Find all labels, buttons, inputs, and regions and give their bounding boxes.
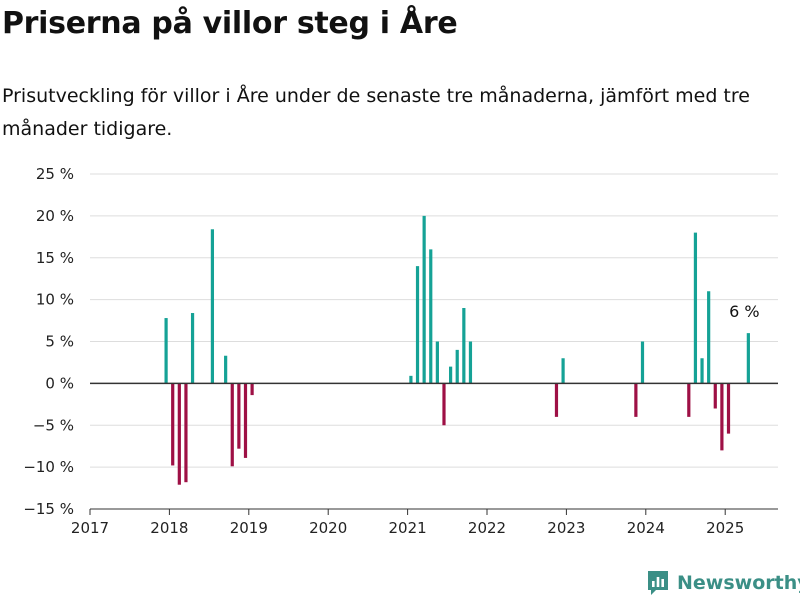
bar: [422, 215, 426, 384]
bar: [713, 383, 717, 409]
bar: [462, 308, 466, 384]
bar: [184, 383, 188, 483]
tick-labels: 25 % 20 % 15 % 10 % 5 % 0 % −5 % −10 % −15 %2017…: [23, 165, 759, 537]
y-tick-label: 15 %: [36, 249, 74, 267]
bar: [707, 291, 711, 384]
bar: [455, 349, 459, 384]
bar: [250, 383, 254, 396]
bar: [190, 313, 195, 384]
bar: [429, 249, 433, 384]
bar: [720, 383, 724, 451]
bar: [693, 232, 698, 384]
bar: [415, 266, 420, 384]
x-tick-label: 2023: [547, 519, 585, 537]
bar: [554, 383, 559, 417]
bar: [442, 383, 446, 426]
bar: [230, 383, 234, 467]
x-tick-label: 2018: [150, 519, 188, 537]
x-tick-label: 2017: [71, 519, 109, 537]
bar: [243, 383, 248, 458]
chart-subtitle: Prisutveckling för villor i Åre under de…: [2, 85, 750, 140]
bar: [726, 383, 731, 434]
y-tick-label: 25 %: [36, 165, 74, 183]
bar: [237, 383, 241, 449]
bar: [224, 355, 228, 384]
x-tick-label: 2021: [389, 519, 427, 537]
bar: [164, 318, 168, 384]
bar: [171, 383, 175, 466]
newsworthy-logo: Newsworthy: [646, 569, 800, 597]
bar: [640, 341, 645, 384]
y-tick-label: 20 %: [36, 207, 74, 225]
bar: [409, 375, 413, 384]
newsworthy-chart-icon: [648, 571, 668, 595]
bar: [634, 383, 638, 417]
value-annotation: 6 %: [729, 302, 759, 321]
bar: [746, 333, 750, 384]
x-tick-label: 2019: [230, 519, 268, 537]
x-tick-label: 2025: [706, 519, 744, 537]
bar: [561, 358, 565, 384]
chart-title: Priserna på villor steg i Åre: [2, 6, 458, 41]
bar: [449, 366, 453, 384]
axes: [89, 382, 778, 515]
y-tick-label: 5 %: [45, 333, 74, 351]
y-tick-label: −15 %: [23, 500, 74, 518]
x-tick-label: 2024: [627, 519, 665, 537]
bar: [435, 341, 439, 384]
x-tick-label: 2020: [309, 519, 347, 537]
x-tick-label: 2022: [468, 519, 506, 537]
bar: [210, 229, 215, 384]
bar: [468, 341, 473, 384]
bar: [177, 383, 181, 485]
bar: [687, 383, 691, 417]
bar: [700, 358, 704, 384]
logo-text: Newsworthy: [677, 572, 800, 594]
y-tick-label: −5 %: [33, 416, 74, 434]
bars: [164, 215, 750, 485]
y-tick-label: −10 %: [23, 458, 74, 476]
y-tick-label: 0 %: [45, 374, 74, 392]
y-tick-label: 10 %: [36, 291, 74, 309]
